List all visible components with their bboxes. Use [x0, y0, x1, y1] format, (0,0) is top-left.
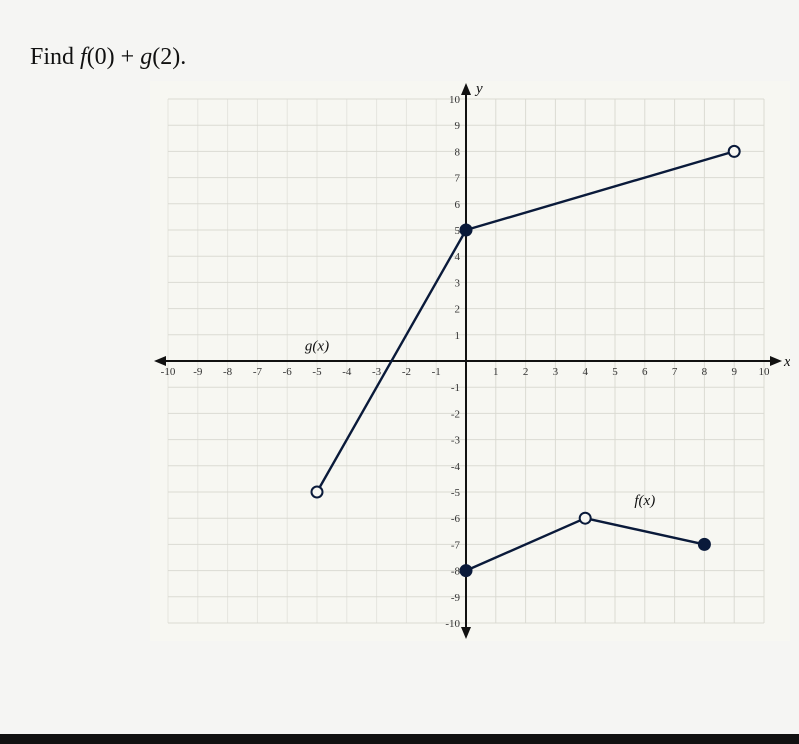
prompt-part-2: (2). [152, 44, 186, 70]
function-graph: -10 -9 -8 -7 -6 -5 -4 -3 -2 -1 1 2 3 4 5 6 7 8 9 10 -10 -9 -8 -… [150, 81, 790, 641]
svg-text:1: 1 [493, 366, 499, 378]
svg-text:f(x): f(x) [634, 493, 655, 509]
svg-text:x: x [783, 354, 790, 370]
svg-text:8: 8 [702, 366, 708, 378]
page-bottom-edge [0, 734, 799, 744]
svg-text:-5: -5 [451, 487, 461, 499]
svg-text:6: 6 [642, 366, 648, 378]
svg-text:7: 7 [672, 366, 678, 378]
svg-text:-7: -7 [253, 366, 263, 378]
svg-text:3: 3 [455, 277, 461, 289]
svg-text:-3: -3 [451, 435, 461, 447]
svg-text:-10: -10 [445, 618, 460, 630]
svg-text:3: 3 [553, 366, 559, 378]
svg-text:-6: -6 [451, 513, 461, 525]
svg-text:-6: -6 [283, 366, 293, 378]
svg-text:-2: -2 [451, 408, 460, 420]
svg-text:-2: -2 [402, 366, 411, 378]
svg-text:-4: -4 [451, 461, 461, 473]
svg-text:-9: -9 [193, 366, 203, 378]
svg-text:g(x): g(x) [305, 339, 329, 355]
svg-text:4: 4 [455, 251, 461, 263]
svg-text:y: y [474, 81, 483, 97]
svg-text:1: 1 [455, 330, 461, 342]
svg-text:8: 8 [455, 146, 461, 158]
svg-text:5: 5 [612, 366, 618, 378]
svg-text:9: 9 [455, 120, 461, 132]
svg-text:-1: -1 [451, 382, 460, 394]
chart-container: -10 -9 -8 -7 -6 -5 -4 -3 -2 -1 1 2 3 4 5 6 7 8 9 10 -10 -9 -8 -… [150, 81, 790, 641]
svg-text:-8: -8 [451, 566, 461, 578]
svg-text:-4: -4 [342, 366, 352, 378]
prompt-part-0: (0) + [87, 44, 141, 70]
svg-text:-3: -3 [372, 366, 382, 378]
svg-text:10: 10 [759, 366, 771, 378]
svg-text:7: 7 [455, 173, 461, 185]
question-prompt: Find f(0) + g(2). [30, 44, 769, 71]
svg-text:-8: -8 [223, 366, 233, 378]
svg-text:10: 10 [449, 94, 461, 106]
svg-text:4: 4 [582, 366, 588, 378]
svg-text:-10: -10 [161, 366, 176, 378]
svg-text:-9: -9 [451, 592, 461, 604]
prompt-f: f [80, 44, 87, 70]
svg-text:-7: -7 [451, 539, 461, 551]
svg-text:-5: -5 [312, 366, 322, 378]
svg-text:2: 2 [455, 304, 461, 316]
svg-text:6: 6 [455, 199, 461, 211]
svg-text:-1: -1 [432, 366, 441, 378]
prompt-g: g [140, 44, 152, 70]
svg-text:2: 2 [523, 366, 529, 378]
prompt-prefix: Find [30, 44, 80, 70]
svg-text:9: 9 [731, 366, 737, 378]
page: Find f(0) + g(2). -10 -9 -8 -7 -6 -5 -4 -3 -2 -1 1… [0, 0, 799, 744]
